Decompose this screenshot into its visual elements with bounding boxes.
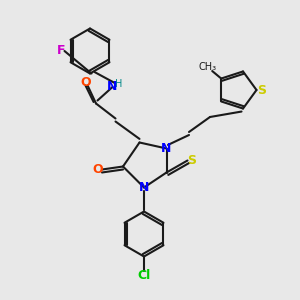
Text: N: N <box>161 142 172 155</box>
Text: N: N <box>139 181 149 194</box>
Text: S: S <box>257 83 266 97</box>
Text: O: O <box>80 76 91 89</box>
Text: O: O <box>92 163 103 176</box>
Text: Cl: Cl <box>137 269 151 282</box>
Text: H: H <box>115 79 122 89</box>
Text: CH₃: CH₃ <box>199 61 217 71</box>
Text: N: N <box>107 80 118 94</box>
Text: S: S <box>188 154 196 167</box>
Text: F: F <box>57 44 66 58</box>
